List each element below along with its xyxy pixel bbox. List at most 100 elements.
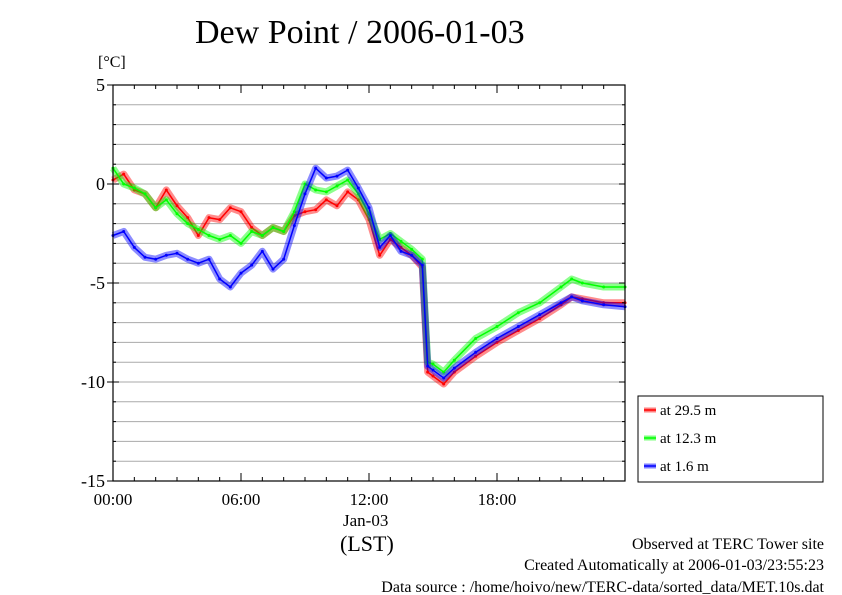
data-point	[239, 241, 243, 245]
data-point	[442, 376, 446, 380]
data-point	[175, 204, 179, 208]
legend-label: at 12.3 m	[660, 431, 717, 447]
data-point	[122, 172, 126, 176]
data-point	[474, 354, 478, 358]
data-point	[196, 233, 200, 237]
data-point	[175, 212, 179, 216]
data-point	[250, 230, 254, 234]
data-point	[378, 253, 382, 257]
data-point	[239, 271, 243, 275]
data-point	[164, 188, 168, 192]
y-axis-unit: [°C]	[98, 54, 126, 71]
data-point	[292, 210, 296, 214]
data-point	[186, 216, 190, 220]
data-point	[367, 206, 371, 210]
data-point	[346, 190, 350, 194]
data-point	[250, 263, 254, 267]
data-point	[292, 214, 296, 218]
data-point	[580, 281, 584, 285]
data-point	[335, 174, 339, 178]
data-point	[271, 226, 275, 230]
footer-observed: Observed at TERC Tower site	[631, 536, 824, 553]
data-point	[164, 198, 168, 202]
data-point	[228, 233, 232, 237]
data-point	[452, 366, 456, 370]
data-point	[570, 295, 574, 299]
data-point	[388, 237, 392, 241]
data-point	[207, 233, 211, 237]
data-point	[143, 192, 147, 196]
legend-label: at 29.5 m	[660, 403, 717, 419]
y-tick-label: -5	[90, 273, 105, 293]
x-tick-label: 00:00	[94, 490, 133, 509]
y-tick-label: 0	[96, 174, 105, 194]
y-tick-label: 5	[96, 75, 105, 95]
data-point	[154, 257, 158, 261]
data-point	[335, 204, 339, 208]
data-point	[378, 237, 382, 241]
data-point	[228, 285, 232, 289]
data-point	[314, 166, 318, 170]
data-point	[399, 239, 403, 243]
data-point	[303, 192, 307, 196]
data-point	[324, 190, 328, 194]
data-point	[516, 329, 520, 333]
data-point	[218, 218, 222, 222]
data-point	[474, 350, 478, 354]
data-point	[356, 192, 360, 196]
data-point	[452, 358, 456, 362]
data-point	[442, 382, 446, 386]
data-point	[495, 336, 499, 340]
legend-label: at 1.6 m	[660, 459, 709, 475]
data-point	[538, 301, 542, 305]
data-point	[260, 249, 264, 253]
data-point	[367, 218, 371, 222]
series-line-1	[112, 167, 625, 373]
x-tick-label: 18:00	[478, 490, 517, 509]
data-point	[442, 370, 446, 374]
data-point	[602, 285, 606, 289]
data-point	[399, 249, 403, 253]
data-point	[426, 364, 430, 368]
series-band-1	[110, 166, 625, 376]
legend: at 29.5 m at 12.3 m at 1.6 m	[637, 395, 824, 483]
x-tick-label: 12:00	[350, 490, 389, 509]
footer-created: Created Automatically at 2006-01-03/23:5…	[524, 557, 824, 574]
data-point	[602, 303, 606, 307]
data-point	[431, 368, 435, 372]
data-point	[335, 184, 339, 188]
data-point	[282, 230, 286, 234]
data-point	[207, 257, 211, 261]
data-point	[346, 178, 350, 182]
legend-box	[637, 395, 824, 483]
data-point	[495, 340, 499, 344]
data-point	[559, 301, 563, 305]
data-point	[196, 261, 200, 265]
data-point	[388, 233, 392, 237]
data-point	[250, 226, 254, 230]
data-point	[282, 257, 286, 261]
data-point	[196, 228, 200, 232]
data-point	[122, 182, 126, 186]
y-tick-label: -10	[81, 372, 105, 392]
data-point	[538, 317, 542, 321]
data-point	[516, 325, 520, 329]
data-point	[356, 186, 360, 190]
data-point	[303, 182, 307, 186]
data-point	[314, 188, 318, 192]
data-point	[143, 255, 147, 259]
data-point	[431, 374, 435, 378]
data-point	[399, 245, 403, 249]
data-point	[410, 253, 414, 257]
data-point	[132, 245, 136, 249]
data-point	[420, 257, 424, 261]
data-point	[324, 176, 328, 180]
data-point	[314, 208, 318, 212]
x-tick-label: 06:00	[222, 490, 261, 509]
data-point	[474, 336, 478, 340]
data-point	[378, 245, 382, 249]
data-point	[426, 370, 430, 374]
y-tick-label: -15	[81, 471, 105, 491]
data-point	[495, 325, 499, 329]
